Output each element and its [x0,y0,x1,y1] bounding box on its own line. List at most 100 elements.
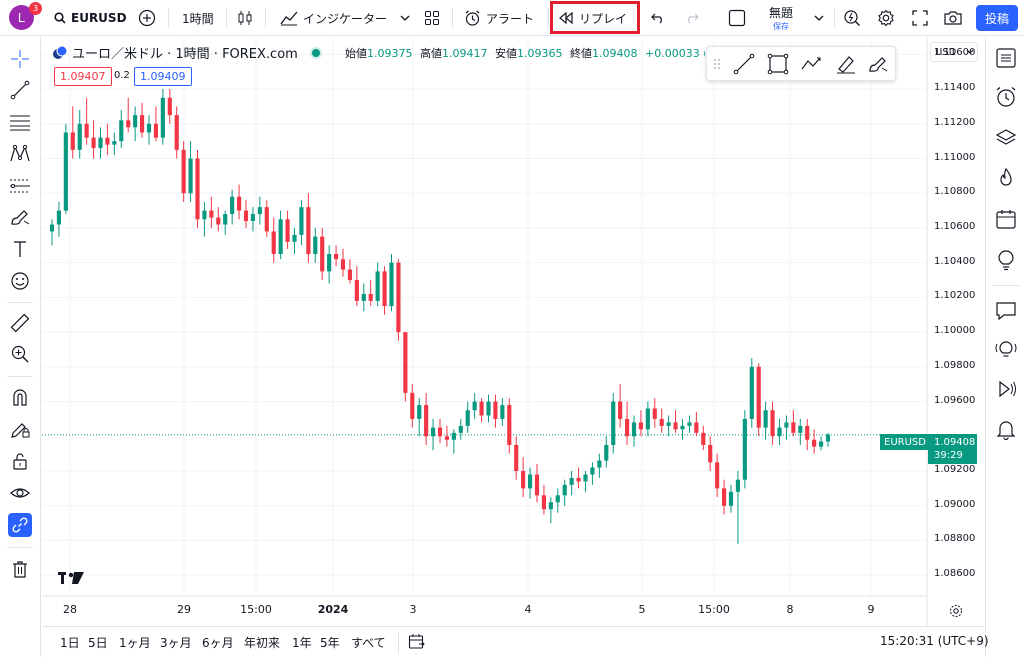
candle [424,392,429,445]
symbol-search[interactable]: EURUSD [54,0,127,36]
current-price-label: 1.09408 39:29 [928,434,977,464]
sync-drawings-tool[interactable] [8,513,32,537]
range-button[interactable]: 6ヶ月 [202,636,234,650]
snapshot-button[interactable] [943,0,963,36]
layout-toggle-button[interactable] [728,0,746,36]
candlestick-icon [238,11,252,25]
text-tool[interactable] [8,237,32,261]
emoji-tool[interactable] [8,269,32,293]
remove-drawings-tool[interactable] [8,557,32,581]
candle [521,457,526,498]
candle [361,283,366,312]
time-scale-settings-icon[interactable] [949,604,963,618]
highlighter-icon[interactable] [835,53,857,75]
range-button[interactable]: 1ヶ月 [119,636,151,650]
lock-draw-tool[interactable] [8,417,32,441]
horizontal-lines-icon [10,115,30,131]
candle [507,398,512,454]
path-icon[interactable] [800,53,824,75]
range-button[interactable]: 年初来 [244,636,281,650]
sell-price-button[interactable]: 1.09407 [54,67,112,86]
trend-line-tool[interactable] [8,78,32,102]
range-button[interactable]: 1年 [292,636,312,650]
range-button[interactable]: 5日 [88,636,108,650]
alert-button[interactable]: アラート [464,0,534,36]
lock-all-tool[interactable] [8,449,32,473]
magnet-tool[interactable] [8,385,32,409]
prediction-tool[interactable] [8,174,32,198]
notifications-button[interactable] [993,416,1019,442]
pattern-icon [10,144,30,162]
range-button[interactable]: 3ヶ月 [160,636,192,650]
candle [119,109,124,149]
time-tick-label: 29 [177,603,191,616]
layout-name[interactable]: 無題 保存 [768,6,793,31]
replay-button[interactable]: リプレイ [558,0,627,36]
streams-button[interactable] [993,337,1019,363]
search-lightning-icon [844,10,860,26]
candle [770,401,775,445]
candle [444,425,450,447]
calendar-button[interactable] [993,206,1019,232]
candle [126,97,131,133]
goto-date-icon[interactable] [408,633,426,651]
trend-line-icon[interactable] [733,53,755,75]
candle [756,363,761,437]
hotlists-button[interactable] [993,165,1019,191]
fullscreen-button[interactable] [912,0,928,36]
clock-timezone[interactable]: 15:20:31 (UTC+9) [880,634,989,648]
watchlist-button[interactable] [993,45,1019,71]
quick-search-button[interactable] [843,0,861,36]
zoom-in-tool[interactable] [8,342,32,366]
rectangle-icon[interactable] [767,53,789,75]
candle [243,200,249,228]
undo-button[interactable] [651,0,665,36]
brush-tool[interactable] [8,205,32,229]
range-button[interactable]: 1日 [60,636,80,650]
indicators-button[interactable]: インジケーター [280,0,410,36]
post-button[interactable]: 投稿 [976,5,1018,31]
settings-button[interactable] [877,0,895,36]
indicators-icon [280,11,298,26]
brush-icon[interactable] [867,53,889,75]
candle [805,418,810,451]
candle [451,429,456,454]
chart-type-button[interactable] [237,0,253,36]
chat-button[interactable] [993,298,1019,324]
currency-select[interactable]: USD [930,42,978,62]
candle [784,415,789,440]
compare-button[interactable] [138,0,156,36]
horizontal-lines-tool[interactable] [8,110,32,134]
interval-button[interactable]: 1時間 [182,11,214,26]
templates-button[interactable] [424,0,440,36]
trend-line-icon [10,80,30,100]
drag-handle-icon[interactable] [713,58,721,70]
rewind-icon [559,12,573,24]
alerts-panel-button[interactable] [993,84,1019,110]
chart-legend: ユーロ／米ドル · 1時間 · FOREX.com [52,43,320,62]
chevron-down-icon [814,15,824,21]
ruler-tool[interactable] [8,311,32,335]
candle [105,123,110,156]
redo-button[interactable] [685,0,699,36]
buy-price-button[interactable]: 1.09409 [134,67,192,86]
pattern-tool[interactable] [8,142,32,166]
time-tick-label: 15:00 [240,603,272,616]
current-symbol-label: EURUSD [880,434,930,450]
range-button[interactable]: 5年 [320,636,340,650]
ideas-button[interactable] [993,247,1019,273]
crosshair-tool[interactable] [8,47,32,71]
object-tree-button[interactable] [993,125,1019,151]
alarm-clock-icon [996,87,1016,107]
candle [486,394,491,423]
layout-menu-button[interactable] [814,0,824,36]
candle [368,280,373,307]
hide-drawings-tool[interactable] [8,481,32,505]
candle [534,464,540,503]
series-title[interactable]: ユーロ／米ドル · 1時間 · FOREX.com [72,47,298,62]
range-button[interactable]: すべて [351,636,386,650]
replay-panel-button[interactable] [993,376,1019,402]
candle [708,436,713,472]
candle [618,384,623,428]
